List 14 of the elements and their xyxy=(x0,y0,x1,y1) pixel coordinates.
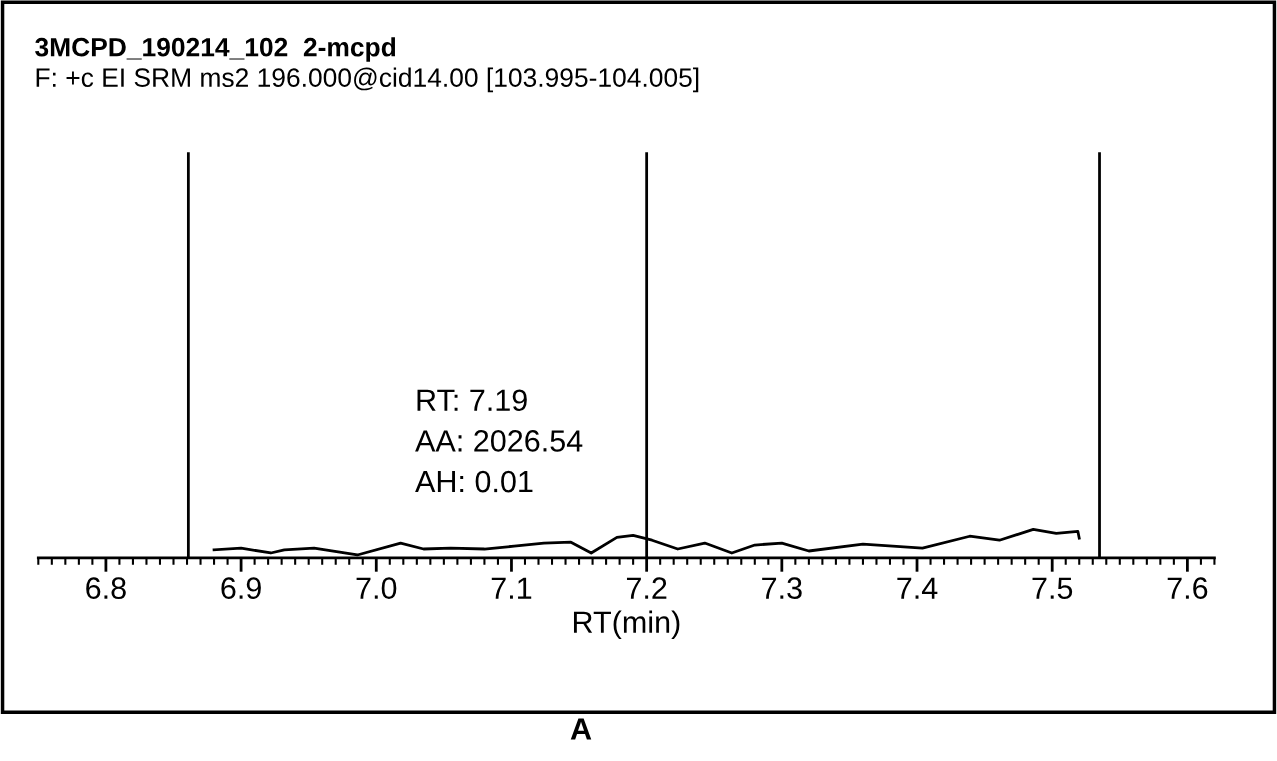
x-tick-label: 7.3 xyxy=(762,577,802,600)
chart-subtitle: F: +c EI SRM ms2 196.000@cid14.00 [103.995-104.005] xyxy=(36,67,699,93)
x-axis-title: RT(min) xyxy=(573,610,680,640)
x-tick-label: 7.1 xyxy=(491,577,532,599)
x-tick-label: 7.5 xyxy=(1032,577,1073,600)
text: RT: 7.19 AA: 2026.54 AH: 0.01 xyxy=(415,389,583,493)
x-tick-label: 7.2 xyxy=(626,577,667,599)
x-tick-label: 6.8 xyxy=(86,577,126,600)
x-tick-label: 7.6 xyxy=(1167,577,1208,600)
x-tick-label: 7.4 xyxy=(897,577,938,599)
chart-title: 3MCPD_190214_102 2-mcpd xyxy=(35,37,396,62)
x-tick-label: 7.0 xyxy=(356,577,397,600)
text: A xyxy=(570,718,592,740)
x-tick-label: 6.9 xyxy=(221,577,261,600)
